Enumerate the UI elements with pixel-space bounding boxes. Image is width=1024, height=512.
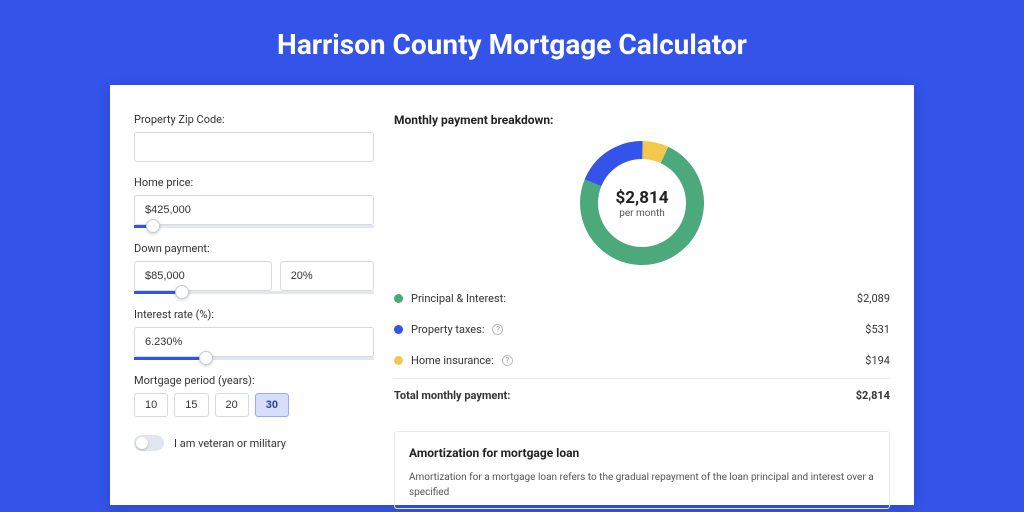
mortgage-period-label: Mortgage period (years): xyxy=(134,374,374,387)
breakdown-item-value: $531 xyxy=(865,323,890,336)
veteran-row: I am veteran or military xyxy=(134,435,374,451)
interest-rate-slider-thumb[interactable] xyxy=(199,351,213,365)
breakdown-item-label: Property taxes: xyxy=(411,323,484,336)
zip-input[interactable] xyxy=(134,132,374,162)
interest-rate-field: Interest rate (%): xyxy=(134,308,374,360)
legend-dot xyxy=(394,294,403,303)
calculator-card: Property Zip Code: Home price: Down paym… xyxy=(110,85,914,505)
down-payment-label: Down payment: xyxy=(134,242,374,255)
zip-field: Property Zip Code: xyxy=(134,113,374,162)
breakdown-total-value: $2,814 xyxy=(856,389,890,402)
amortization-title: Amortization for mortgage loan xyxy=(409,446,875,460)
period-btn-10[interactable]: 10 xyxy=(134,393,168,417)
breakdown-row-left: Property taxes:? xyxy=(394,323,503,336)
interest-rate-slider[interactable] xyxy=(134,357,374,360)
breakdown-item-label: Principal & Interest: xyxy=(411,292,506,305)
donut-chart: $2,814 per month xyxy=(580,141,704,265)
down-payment-amount-input[interactable] xyxy=(134,261,272,291)
info-icon[interactable]: ? xyxy=(492,324,503,335)
home-price-slider-thumb[interactable] xyxy=(146,219,160,233)
donut-center-value: $2,814 xyxy=(616,188,669,208)
period-btn-30[interactable]: 30 xyxy=(255,393,289,417)
breakdown-row: Principal & Interest: $2,089 xyxy=(394,283,890,314)
breakdown-total-row: Total monthly payment: $2,814 xyxy=(394,378,890,411)
period-btn-15[interactable]: 15 xyxy=(174,393,208,417)
donut-center-sub: per month xyxy=(619,208,665,219)
mortgage-period-field: Mortgage period (years): 10 15 20 30 xyxy=(134,374,374,417)
mortgage-period-buttons: 10 15 20 30 xyxy=(134,393,374,417)
veteran-toggle-knob xyxy=(136,437,148,449)
interest-rate-label: Interest rate (%): xyxy=(134,308,374,321)
home-price-slider[interactable] xyxy=(134,225,374,228)
breakdown-row: Property taxes:? $531 xyxy=(394,314,890,345)
breakdown-item-value: $194 xyxy=(865,354,890,367)
home-price-label: Home price: xyxy=(134,176,374,189)
down-payment-slider[interactable] xyxy=(134,291,374,294)
down-payment-percent-input[interactable] xyxy=(280,261,374,291)
breakdown-row: Home insurance:? $194 xyxy=(394,345,890,376)
zip-label: Property Zip Code: xyxy=(134,113,374,126)
donut-center: $2,814 per month xyxy=(580,141,704,265)
period-btn-20[interactable]: 20 xyxy=(215,393,249,417)
breakdown-row-left: Principal & Interest: xyxy=(394,292,506,305)
interest-rate-slider-fill xyxy=(134,357,206,360)
amortization-text: Amortization for a mortgage loan refers … xyxy=(409,470,875,500)
down-payment-field: Down payment: xyxy=(134,242,374,294)
legend-dot xyxy=(394,356,403,365)
breakdown-title: Monthly payment breakdown: xyxy=(394,113,890,127)
veteran-toggle[interactable] xyxy=(134,435,164,451)
home-price-field: Home price: xyxy=(134,176,374,228)
veteran-label: I am veteran or military xyxy=(174,437,286,450)
breakdown-row-left: Home insurance:? xyxy=(394,354,513,367)
breakdown-list: Principal & Interest: $2,089 Property taxe… xyxy=(394,283,890,376)
breakdown-total-label: Total monthly payment: xyxy=(394,389,510,402)
donut-chart-wrap: $2,814 per month xyxy=(394,141,890,265)
interest-rate-input[interactable] xyxy=(134,327,374,357)
breakdown-column: Monthly payment breakdown: $2,814 per mo… xyxy=(394,113,890,505)
page-title: Harrison County Mortgage Calculator xyxy=(0,0,1024,85)
legend-dot xyxy=(394,325,403,334)
home-price-input[interactable] xyxy=(134,195,374,225)
breakdown-item-label: Home insurance: xyxy=(411,354,494,367)
inputs-column: Property Zip Code: Home price: Down paym… xyxy=(134,113,374,505)
breakdown-item-value: $2,089 xyxy=(857,292,890,305)
info-icon[interactable]: ? xyxy=(502,355,513,366)
amortization-card: Amortization for mortgage loan Amortizat… xyxy=(394,431,890,509)
down-payment-slider-thumb[interactable] xyxy=(175,285,189,299)
